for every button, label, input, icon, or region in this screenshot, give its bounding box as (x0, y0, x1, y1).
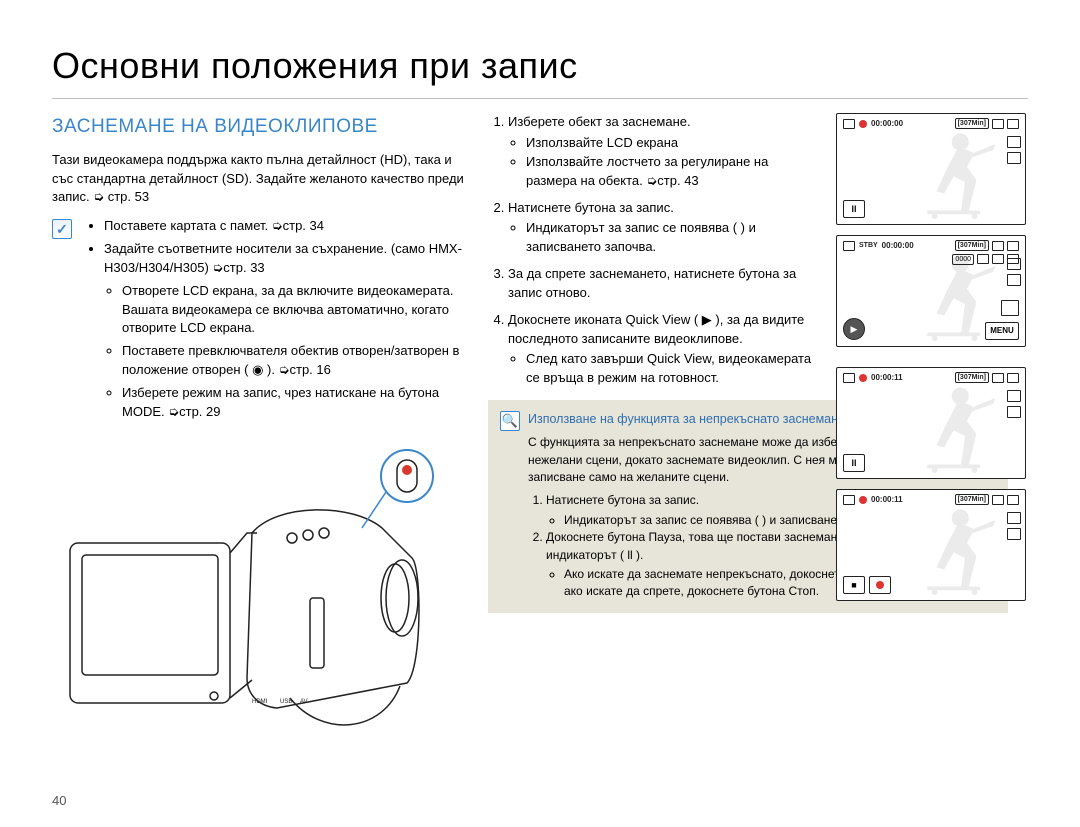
magnifier-icon: 🔍 (500, 411, 520, 431)
check-icon: ✓ (52, 219, 72, 239)
mode-icon (843, 241, 855, 251)
menu-button[interactable]: MENU (985, 322, 1019, 340)
svg-text:USB: USB (280, 699, 292, 705)
stop-button[interactable]: ■ (843, 576, 865, 594)
battery-icon (1007, 373, 1019, 383)
precheck-subitem: Отворете LCD екрана, за да включите виде… (122, 282, 470, 339)
step-bullet: Използвайте LCD екрана (526, 134, 818, 153)
tip-title: Използване на функцията за непрекъснато … (528, 410, 845, 428)
svg-text:AV: AV (300, 699, 308, 705)
tip-step-text: Натиснете бутона за запис. (546, 493, 699, 507)
precheck-subitem: Поставете превключвателя обектив отворен… (122, 342, 470, 380)
step-bullet: Индикаторът за запис се появява ( ) и за… (526, 219, 818, 257)
step-text: Изберете обект за заснемане. (508, 114, 691, 129)
lcd-group-1: 00:00:00 [307Min] ll STBY 00:00:00 [307M… (836, 113, 1032, 347)
left-column: ЗАСНЕМАНЕ НА ВИДЕОКЛИПОВЕ Тази видеокаме… (52, 113, 470, 753)
precheck-item: Поставете картата с памет. ➭стр. 34 (104, 217, 470, 236)
lcd-preview-3: 00:00:11 [307Min] ll (836, 367, 1026, 479)
lcd-preview-2: STBY 00:00:00 [307Min] 0000 ▶MENU (836, 235, 1026, 347)
precheck-item: Задайте съответните носители за съхранен… (104, 240, 470, 278)
battery-icon (1007, 119, 1019, 129)
step-3: За да спрете заснемането, натиснете буто… (508, 265, 818, 303)
quickview-play-button[interactable]: ▶ (843, 318, 865, 340)
intro-paragraph: Тази видеокамера поддържа както пълна де… (52, 151, 470, 208)
precheck-block: ✓ Поставете картата с памет. ➭стр. 34 За… (52, 217, 470, 425)
svg-text:HDMI: HDMI (252, 699, 268, 705)
section-heading: ЗАСНЕМАНЕ НА ВИДЕОКЛИПОВЕ (52, 113, 470, 141)
mode-icon (843, 373, 855, 383)
step-2: Натиснете бутона за запис. Индикаторът з… (508, 199, 818, 258)
mode-icon (843, 495, 855, 505)
battery-icon (1007, 241, 1019, 251)
battery-icon (1007, 495, 1019, 505)
precheck-sublist: Отворете LCD екрана, за да включите виде… (104, 282, 470, 422)
card-icon (992, 495, 1004, 505)
pause-button[interactable]: ll (843, 200, 865, 218)
steps-list: Изберете обект за заснемане. Използвайте… (488, 113, 818, 388)
right-column: 00:00:00 [307Min] ll STBY 00:00:00 [307M… (836, 113, 1032, 753)
step-4: Докоснете иконата Quick View ( ▶ ), за д… (508, 311, 818, 388)
lcd-preview-1: 00:00:00 [307Min] ll (836, 113, 1026, 225)
columns: ЗАСНЕМАНЕ НА ВИДЕОКЛИПОВЕ Тази видеокаме… (52, 113, 1028, 753)
precheck-list: Поставете картата с памет. ➭стр. 34 Зада… (86, 217, 470, 425)
step-1: Изберете обект за заснемане. Използвайте… (508, 113, 818, 190)
precheck-subitem: Изберете режим на запис, чрез натискане … (122, 384, 470, 422)
card-icon (992, 373, 1004, 383)
step-bullet: След като завърши Quick View, видеокамер… (526, 350, 818, 388)
step-text: Докоснете иконата Quick View ( ▶ ), за д… (508, 312, 804, 346)
page-number: 40 (52, 792, 66, 811)
mode-icon (843, 119, 855, 129)
step-text: Натиснете бутона за запис. (508, 200, 674, 215)
record-button[interactable] (869, 576, 891, 594)
title-rule (52, 98, 1028, 99)
step-text: За да спрете заснемането, натиснете буто… (508, 266, 796, 300)
lcd-group-2: 00:00:11 [307Min] ll 00:00:11 [307Min] (836, 367, 1032, 601)
card-icon (992, 119, 1004, 129)
pause-button[interactable]: ll (843, 454, 865, 472)
step-bullet: Използвайте лостчето за регулиране на ра… (526, 153, 818, 191)
record-button-callout (381, 450, 433, 502)
lcd-preview-4: 00:00:11 [307Min] ■ (836, 489, 1026, 601)
page-title: Основни положения при запис (52, 40, 1028, 92)
card-icon (992, 241, 1004, 251)
camera-line-art: HDMI USB AV (52, 448, 442, 748)
middle-column: Изберете обект за заснемане. Използвайте… (488, 113, 818, 753)
